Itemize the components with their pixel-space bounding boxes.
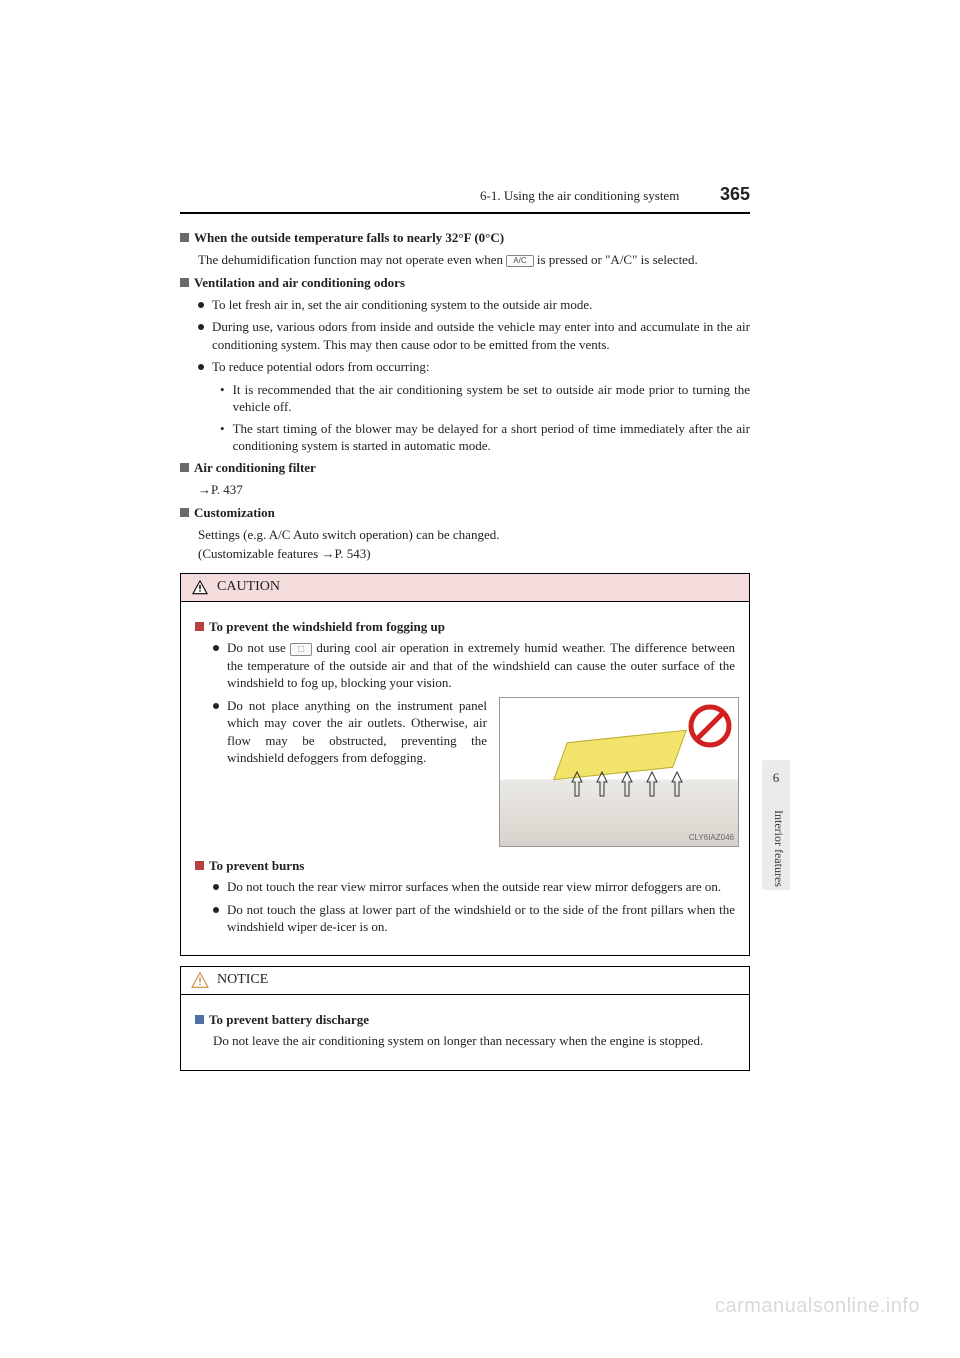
heading-text: Ventilation and air conditioning odors [194,275,405,290]
square-bullet-icon [180,278,189,287]
caution-body: To prevent the windshield from fogging u… [181,602,749,955]
notice-box: NOTICE To prevent battery discharge Do n… [180,966,750,1071]
heading-customization: Customization [180,504,750,522]
warning-triangle-icon [191,579,209,595]
dot-icon [213,703,219,709]
bullet-reduce-odors: To reduce potential odors from occurring… [198,358,750,376]
watermark: carmanualsonline.info [715,1295,920,1318]
bullet-text: Do not touch the glass at lower part of … [227,901,735,936]
bullet-odors-accum: During use, various odors from inside an… [198,318,750,353]
square-bullet-icon [180,508,189,517]
caution-h2: To prevent burns [195,857,735,875]
square-bullet-red-icon [195,622,204,631]
subbullet-outside-mode: •It is recommended that the air conditio… [220,381,750,416]
heading-text: To prevent burns [209,858,304,873]
square-bullet-blue-icon [195,1015,204,1024]
bullet-text: Do not touch the rear view mirror surfac… [227,878,735,896]
page: 6-1. Using the air conditioning system 3… [0,0,960,1358]
heading-filter: Air conditioning filter [180,459,750,477]
text: is pressed or "A/C" is selected. [537,252,698,267]
caution-header: CAUTION [181,574,749,602]
para-dehumid: The dehumidification function may not op… [198,251,750,269]
page-body: When the outside temperature falls to ne… [180,226,750,1071]
dashboard-illustration: CLY6IAZ046 [499,697,739,847]
airflow-arrow-icon [595,770,609,798]
airflow-arrow-icon [645,770,659,798]
notice-label: NOTICE [217,971,268,990]
text: The dehumidification function may not op… [198,252,506,267]
caution-b3: Do not touch the rear view mirror surfac… [213,878,735,896]
caution-h1: To prevent the windshield from fogging u… [195,618,735,636]
custom-line1: Settings (e.g. A/C Auto switch operation… [198,526,750,544]
notice-h1: To prevent battery discharge [195,1011,735,1029]
heading-odors: Ventilation and air conditioning odors [180,274,750,292]
dot-icon [198,302,204,308]
subbullet-text: It is recommended that the air condition… [233,381,750,416]
notice-text: Do not leave the air conditioning system… [213,1032,735,1050]
caution-row-illustration: Do not place anything on the instrument … [213,697,735,847]
ac-button-icon: A/C [506,255,533,268]
caution-b2: Do not place anything on the instrument … [213,697,487,847]
page-number: 365 [720,184,750,205]
bullet-text: Do not place anything on the instrument … [227,697,487,847]
custom-line2: (Customizable features →P. 543) [198,545,750,563]
notice-body: To prevent battery discharge Do not leav… [181,995,749,1070]
airflow-arrow-icon [670,770,684,798]
dot-icon [198,324,204,330]
image-code: CLY6IAZ046 [689,833,734,844]
dot-icon [198,364,204,370]
subbullet-text: The start timing of the blower may be de… [233,420,750,455]
header-rule [180,212,750,214]
dot-icon [213,907,219,913]
caution-box: CAUTION To prevent the windshield from f… [180,573,750,956]
chapter-label: Interior features [766,810,786,887]
warning-triangle-outline-icon [191,972,209,988]
bullet-text: To reduce potential odors from occurring… [212,358,750,376]
section-title: 6-1. Using the air conditioning system [480,188,679,204]
caution-label: CAUTION [217,578,280,597]
airflow-arrow-icon [570,770,584,798]
defrost-button-icon: ⬚ [290,643,312,656]
notice-header: NOTICE [181,967,749,995]
chapter-number: 6 [762,770,790,786]
subdot-icon: • [220,381,225,416]
text: Do not use [227,640,290,655]
subbullet-blower-delay: •The start timing of the blower may be d… [220,420,750,455]
prohibited-icon [688,704,732,748]
heading-text: To prevent the windshield from fogging u… [209,619,445,634]
filter-ref: →P. 437 [198,481,750,499]
dot-icon [213,884,219,890]
caution-b4: Do not touch the glass at lower part of … [213,901,735,936]
bullet-text: Do not use ⬚ during cool air operation i… [227,639,735,692]
heading-text: To prevent battery discharge [209,1012,369,1027]
square-bullet-icon [180,233,189,242]
dot-icon [213,645,219,651]
bullet-text: During use, various odors from inside an… [212,318,750,353]
heading-text: Customization [194,505,275,520]
square-bullet-red-icon [195,861,204,870]
airflow-arrow-icon [620,770,634,798]
heading-temp: When the outside temperature falls to ne… [180,229,750,247]
heading-text: Air conditioning filter [194,460,316,475]
square-bullet-icon [180,463,189,472]
bullet-text: To let fresh air in, set the air conditi… [212,296,750,314]
bullet-freshair: To let fresh air in, set the air conditi… [198,296,750,314]
caution-b1: Do not use ⬚ during cool air operation i… [213,639,735,692]
heading-text: When the outside temperature falls to ne… [194,230,504,245]
subdot-icon: • [220,420,225,455]
